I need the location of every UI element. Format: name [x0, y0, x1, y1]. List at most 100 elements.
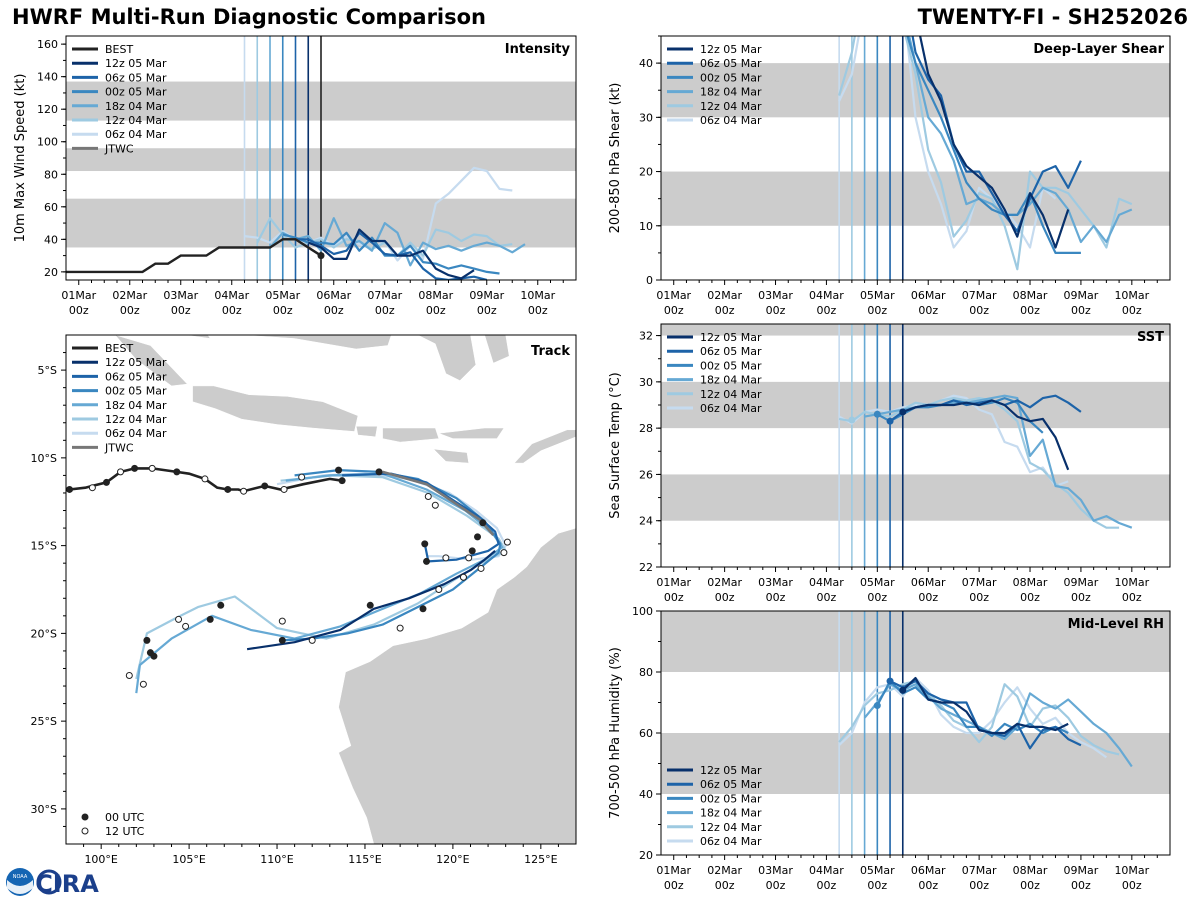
land-polygon — [417, 335, 477, 381]
track-legend-label: 06z 05 Mar — [105, 370, 167, 383]
rh-series-line — [876, 679, 1069, 738]
sst-init-marker — [873, 410, 881, 418]
track-marker-12utc — [175, 615, 183, 623]
track-marker-12utc — [201, 475, 209, 483]
track-marker-12utc — [148, 464, 156, 472]
intensity-plot-area — [66, 36, 526, 280]
rh-init-marker — [899, 686, 907, 694]
sst-xtick-label: 00z — [1020, 591, 1040, 604]
track-marker-12utc — [240, 487, 248, 495]
sst-xtick-label: 09Mar — [1064, 576, 1099, 589]
rh-ytick-label: 100 — [632, 605, 653, 618]
noaa-logo-text: NOAA — [13, 874, 28, 880]
rh-xtick-label: 00z — [969, 879, 989, 892]
shear-ytick-label: 10 — [639, 220, 653, 233]
sst-series-line — [902, 399, 1070, 471]
rh-init-marker — [886, 677, 894, 685]
track-ytick-label: 30°S — [31, 803, 57, 816]
sst-init-marker — [886, 417, 894, 425]
cira-logo-text: CIRA — [35, 870, 99, 898]
track-marker-12utc — [477, 564, 485, 572]
intensity-ytick-label: 140 — [37, 71, 58, 84]
track-marker-12utc — [88, 484, 96, 492]
shear-series-line — [838, 36, 1133, 271]
rh-xtick-label: 09Mar — [1064, 864, 1099, 877]
land-polygon — [513, 429, 576, 464]
track-marker-00utc — [131, 464, 139, 472]
track-ytick-label: 25°S — [31, 715, 57, 728]
shear-panel: 0 10 20 30 40 01Mar 00z 02Mar 00z 03Mar 00z 04Mar 00… — [608, 35, 1171, 317]
land-polygon — [355, 426, 378, 438]
sst-ytick-label: 30 — [639, 376, 653, 389]
intensity-xtick-label: 00z — [375, 304, 395, 317]
track-marker-00utc — [143, 636, 151, 644]
sst-legend-label: 06z 05 Mar — [700, 345, 762, 358]
intensity-xtick-label: 03Mar — [163, 289, 198, 302]
track-marker-00utc — [66, 485, 74, 493]
rh-legend-label: 06z 04 Mar — [700, 835, 762, 848]
intensity-xtick-label: 00z — [222, 304, 242, 317]
track-marker-12utc — [117, 468, 125, 476]
track-marker-00utc — [375, 468, 383, 476]
rh-legend-label: 18z 04 Mar — [700, 807, 762, 820]
sst-xtick-label: 00z — [664, 591, 684, 604]
intensity-legend-label: 06z 05 Mar — [105, 71, 167, 84]
track-marker-12utc — [182, 622, 190, 630]
track-marker-00utc — [217, 601, 225, 609]
track-marker-00utc — [224, 485, 232, 493]
shear-plot-area — [838, 36, 1133, 280]
intensity-ytick-label: 40 — [44, 233, 58, 246]
track-xtick-label: 115°E — [348, 853, 381, 866]
intensity-xtick-label: 06Mar — [316, 289, 351, 302]
sst-series-line — [838, 397, 1120, 529]
track-marker-00utc — [468, 547, 476, 555]
intensity-legend-label: 06z 04 Mar — [105, 128, 167, 141]
rh-legend-label: 12z 04 Mar — [700, 821, 762, 834]
shear-xtick-label: 00z — [766, 304, 786, 317]
track-marker-00utc — [150, 652, 158, 660]
shear-xtick-label: 00z — [1071, 304, 1091, 317]
track-legend-label: 06z 04 Mar — [105, 427, 167, 440]
track-marker-00utc — [421, 540, 429, 548]
sst-series-line — [838, 394, 1069, 488]
track-forecast-line — [135, 472, 504, 694]
sst-panel: 22 24 26 28 30 32 01Mar 00z 02Mar 00z 03Mar 00z 04Ma… — [608, 323, 1171, 604]
sst-xtick-label: 07Mar — [962, 576, 997, 589]
shear-xtick-label: 02Mar — [707, 289, 742, 302]
intensity-ylabel: 10m Max Wind Speed (kt) — [13, 74, 28, 243]
sst-legend-label: 06z 04 Mar — [700, 402, 762, 415]
sst-xtick-label: 00z — [969, 591, 989, 604]
intensity-ytick-label: 160 — [37, 38, 58, 51]
shear-ytick-label: 30 — [639, 111, 653, 124]
rh-ytick-label: 40 — [639, 788, 653, 801]
rh-series-line — [863, 683, 1133, 768]
sst-legend-label: 00z 05 Mar — [700, 359, 762, 372]
sst-ytick-label: 28 — [639, 422, 653, 435]
intensity-legend-label: JTWC — [104, 142, 134, 155]
intensity-xtick-label: 00z — [426, 304, 446, 317]
intensity-legend-label: 00z 05 Mar — [105, 86, 167, 99]
shear-series-line — [918, 36, 1070, 249]
sst-xtick-label: 05Mar — [860, 576, 895, 589]
track-marker-12utc — [424, 492, 432, 500]
rh-init-marker — [873, 702, 881, 710]
rh-legend-label: 12z 05 Mar — [700, 764, 762, 777]
track-marker-00utc — [423, 557, 431, 565]
rh-ytick-label: 20 — [639, 849, 653, 862]
rh-ytick-label: 60 — [639, 727, 653, 740]
land-polygon — [192, 385, 359, 432]
sst-xtick-label: 00z — [766, 591, 786, 604]
track-legend-marker-00utc — [81, 813, 89, 821]
sst-title: SST — [1137, 330, 1164, 345]
track-legend-marker-12utc — [81, 827, 89, 835]
rh-xtick-label: 07Mar — [962, 864, 997, 877]
rh-xtick-label: 01Mar — [656, 864, 691, 877]
intensity-best-marker — [317, 252, 325, 260]
rh-xtick-label: 02Mar — [707, 864, 742, 877]
track-ytick-label: 20°S — [31, 627, 57, 640]
shear-ytick-label: 40 — [639, 57, 653, 70]
track-marker-00utc — [278, 636, 286, 644]
shear-xtick-label: 00z — [1122, 304, 1142, 317]
rh-xtick-label: 00z — [766, 879, 786, 892]
track-legend-label: JTWC — [104, 441, 134, 454]
